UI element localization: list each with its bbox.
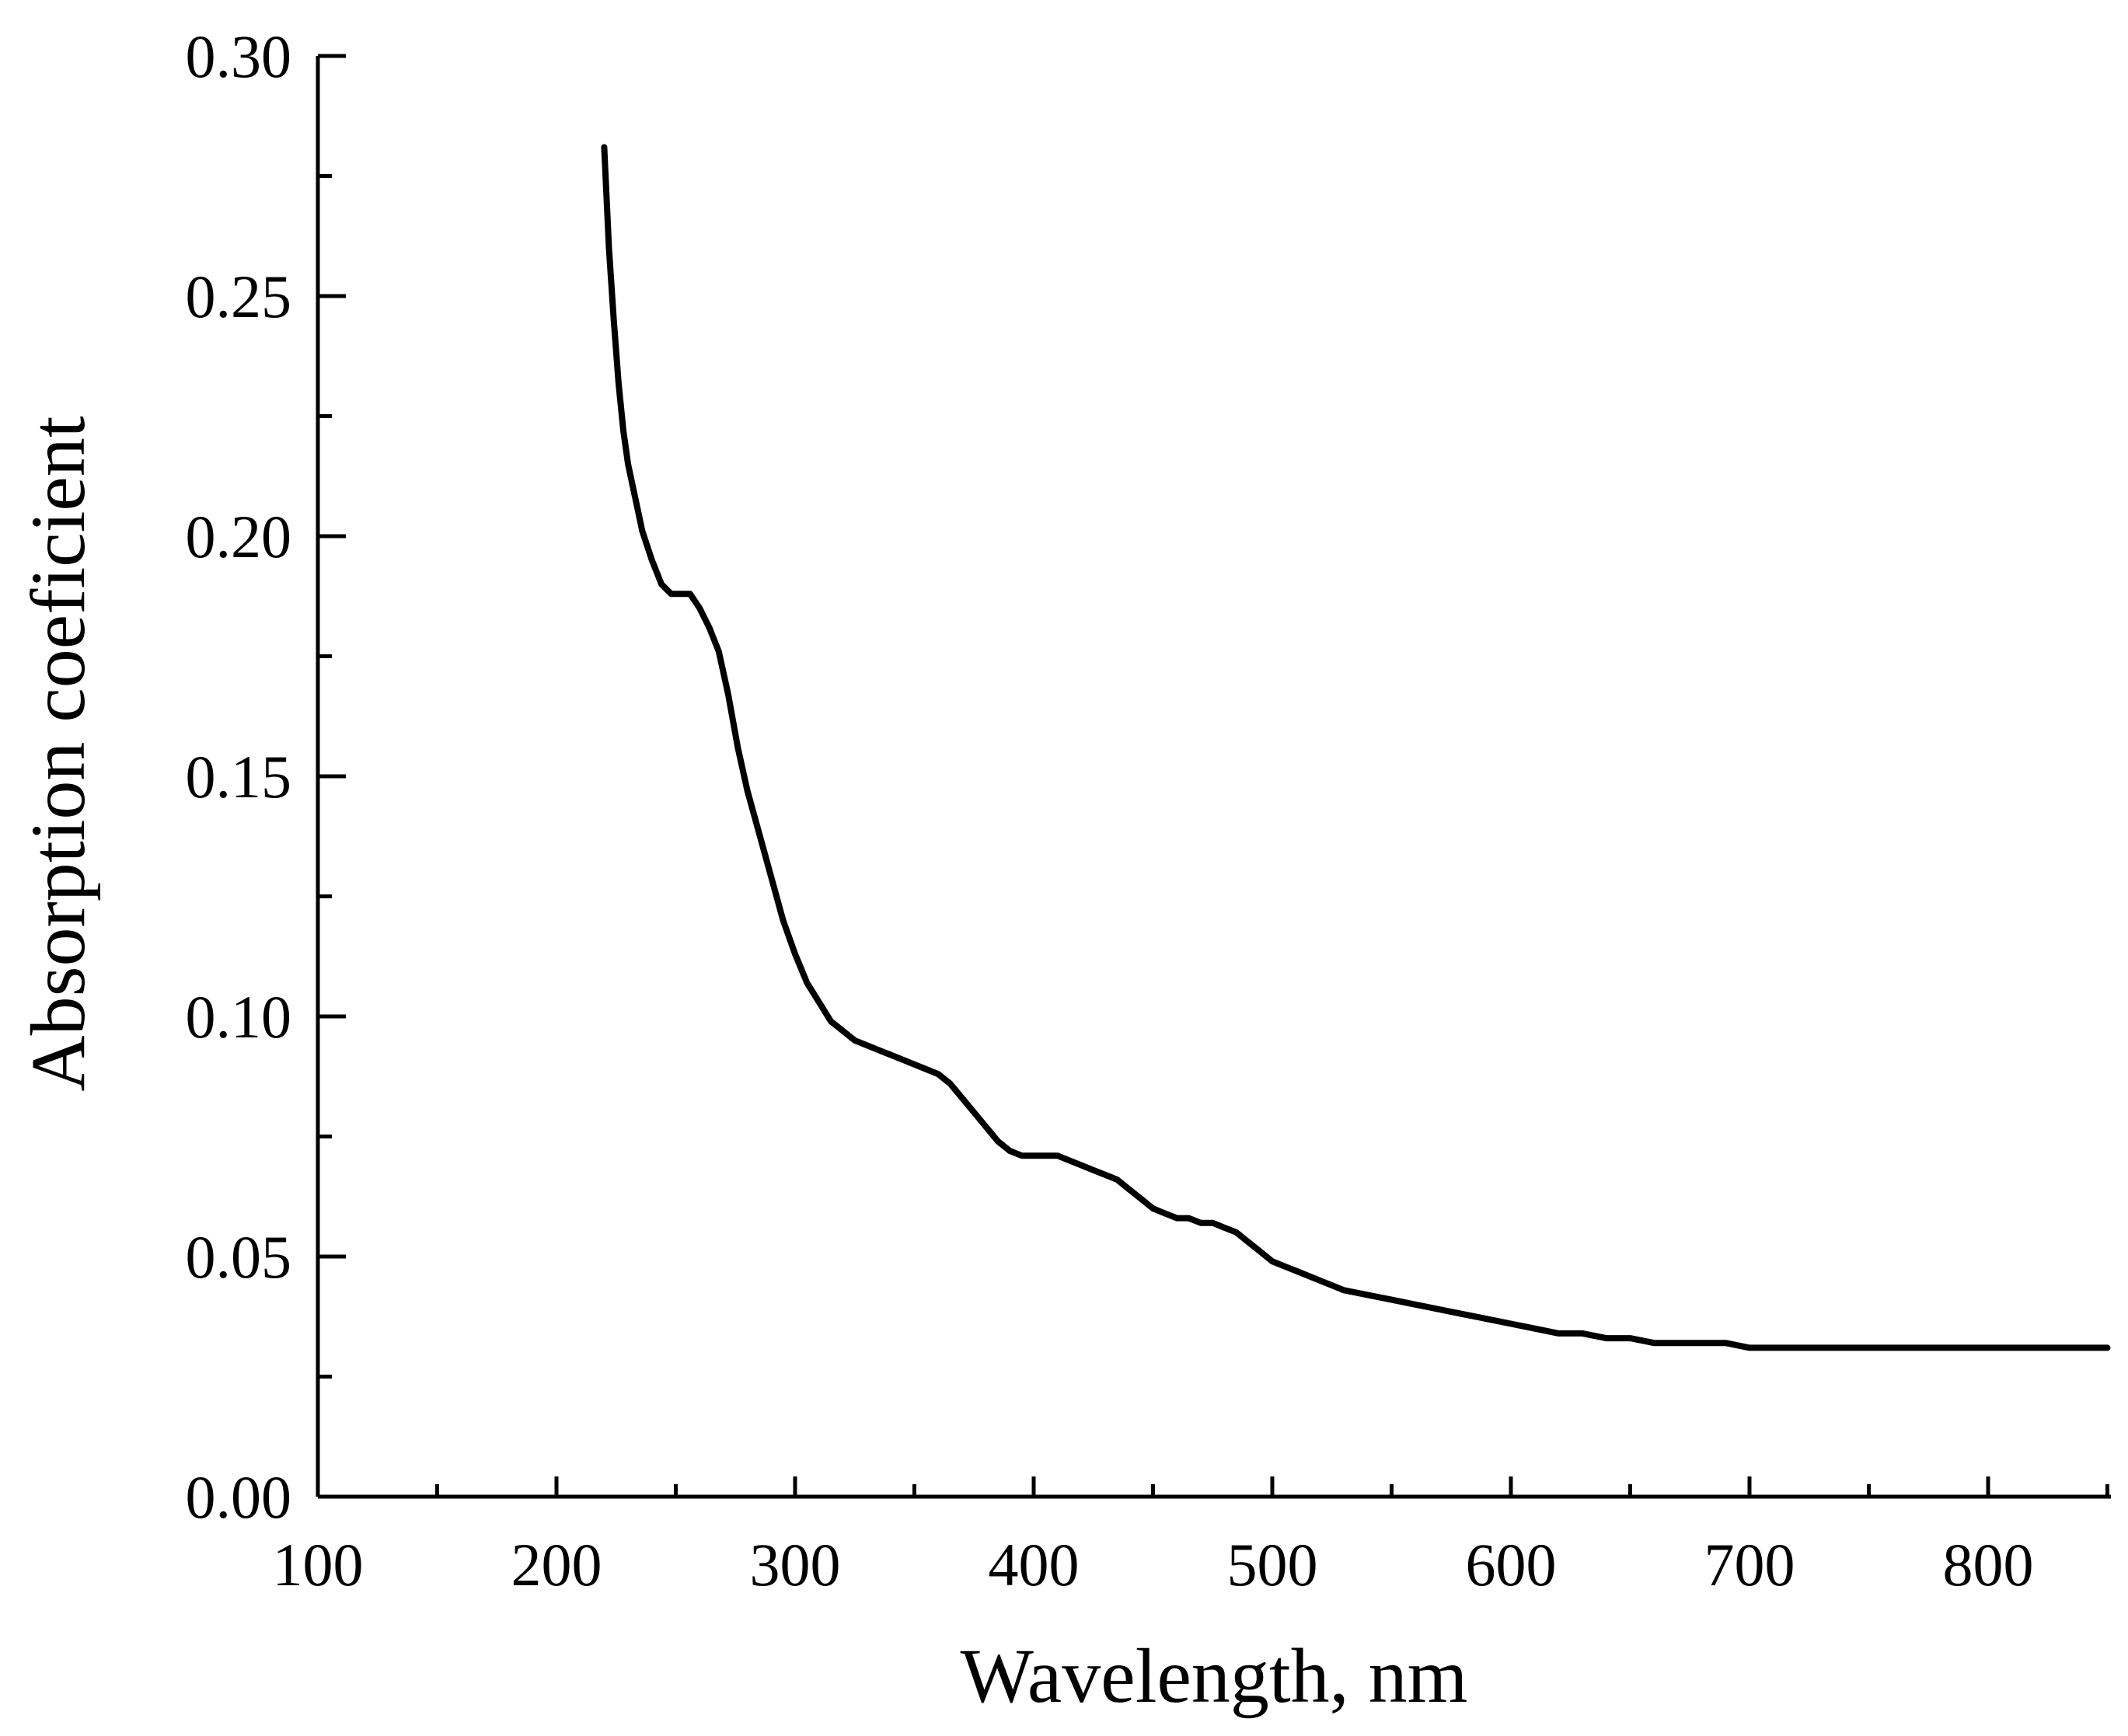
x-tick-label: 400 (989, 1531, 1080, 1598)
chart-series (601, 144, 2111, 1351)
chart-tick-labels: 100 200 300 400 500 600 700 800 0.00 0.05 0.10 0.15… (186, 23, 2034, 1598)
y-axis-title: Absorption coeficient (15, 416, 101, 1091)
x-tick-label: 500 (1227, 1531, 1318, 1598)
x-tick-label: 800 (1943, 1531, 2034, 1598)
chart-axes (316, 56, 2111, 1499)
y-tick-label: 0.20 (186, 503, 292, 570)
x-tick-label: 300 (750, 1531, 841, 1598)
chart-ticks (316, 54, 2109, 1499)
y-tick-label: 0.10 (186, 983, 292, 1051)
y-tick-label: 0.15 (186, 743, 292, 810)
x-axis-title: Wavelength, nm (961, 1633, 1468, 1719)
y-tick-label: 0.05 (186, 1223, 292, 1291)
x-tick-label: 600 (1466, 1531, 1557, 1598)
x-tick-label: 200 (511, 1531, 602, 1598)
x-tick-label: 700 (1704, 1531, 1795, 1598)
y-tick-label: 0.30 (186, 23, 292, 90)
x-tick-label: 100 (273, 1531, 364, 1598)
y-tick-label: 0.25 (186, 263, 292, 330)
absorption-series-line (601, 144, 2111, 1351)
y-tick-label: 0.00 (186, 1463, 292, 1531)
